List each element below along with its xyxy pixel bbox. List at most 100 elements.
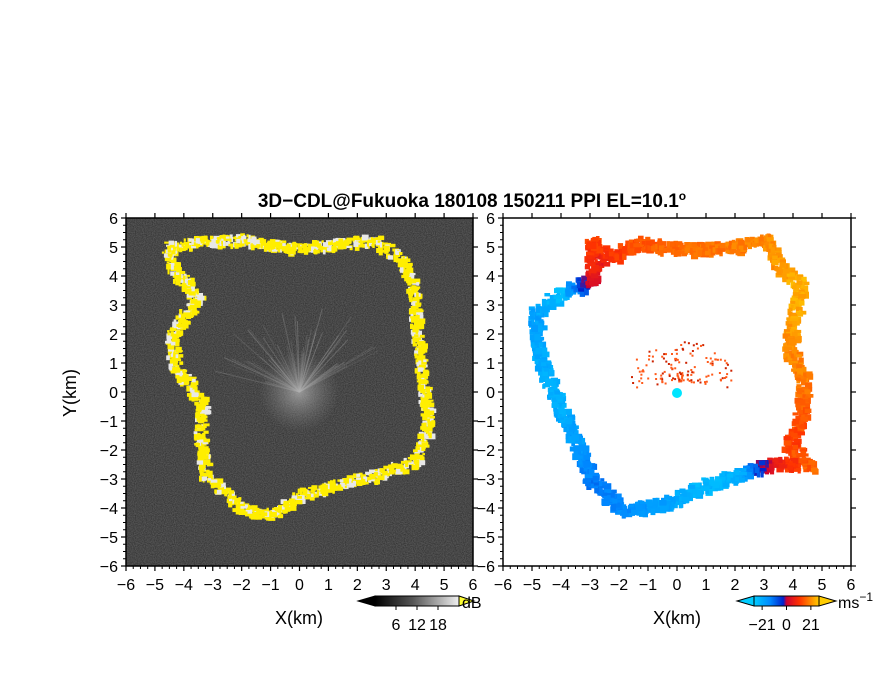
reflectivity-echo-cell [174,342,180,347]
reflectivity-echo-cell [190,298,198,304]
velocity-echo-cell [787,465,794,470]
velocity-echo-cell [786,273,790,277]
reflectivity-y-axis-label: Y(km) [60,369,80,417]
clutter-speck [670,363,673,366]
velocity-echo-cell [799,367,807,371]
velocity-ticks: −6 −5 −4 −3 −2 −1 0 1 2 3 4 5 6 6 5 4 3 2 1 0 −1 −2 −3 −4 −5 −6 [477,211,856,594]
velocity-echo-cell [595,254,601,259]
velocity-echo-cell [661,497,665,502]
clutter-speck [695,342,698,345]
clutter-speck [675,348,678,351]
reflectivity-echo-cell [234,243,239,249]
reflectivity-echo-cell [223,240,226,247]
reflectivity-echo-cell [417,309,424,312]
clutter-speck [661,378,664,381]
y-tick-label: −2 [100,443,118,460]
velocity-echo-cell [630,249,636,253]
reflectivity-echo-cell [416,442,419,446]
reflectivity-echo-cell [282,509,286,514]
velocity-echo-cell [652,507,660,514]
reflectivity-echo-cell [198,464,202,470]
velocity-echo-cell [651,245,658,252]
reflectivity-echo-cell [276,512,280,515]
velocity-echo-cell [772,255,778,260]
reflectivity-echo-cell [166,261,170,264]
clutter-speck [642,370,645,373]
velocity-echo-cell [641,509,646,513]
reflectivity-echo-cell [206,470,213,477]
clutter-speck [730,379,733,382]
reflectivity-echo-cell [219,482,226,487]
reflectivity-echo-cell [371,244,374,247]
velocity-echo-cell [585,263,591,270]
reflectivity-echo-cell [172,366,177,372]
velocity-echo-cell [549,368,554,375]
reflectivity-echo-cell [423,444,430,448]
y-tick-label: −5 [477,530,495,547]
reflectivity-echo-cell [185,274,190,277]
clutter-speck [690,373,693,376]
reflectivity-echo-cell [423,399,428,405]
velocity-echo-cell [792,321,798,326]
velocity-echo-cell [679,245,686,249]
reflectivity-echo-cell [254,239,260,246]
reflectivity-echo-cell [412,338,416,344]
velocity-echo-cell [551,401,560,408]
velocity-echo-cell [659,500,667,506]
velocity-echo-cell [790,318,798,324]
reflectivity-echo-cell [279,247,282,253]
velocity-echo-cell [666,241,671,248]
velocity-echo-cell [726,473,734,478]
velocity-echo-cell [784,466,789,473]
velocity-echo-cell [614,249,622,253]
velocity-echo-cell [791,450,796,455]
reflectivity-echo-cell [194,401,199,406]
y-tick-label: −2 [477,443,495,460]
reflectivity-echo-cell [204,462,208,465]
reflectivity-echo-cell [312,240,318,245]
reflectivity-echo-cell [271,245,276,249]
velocity-echo-cell [805,394,814,398]
reflectivity-echo-cell [289,247,293,253]
reflectivity-echo-cell [413,298,420,302]
y-tick-label: 3 [109,298,118,315]
reflectivity-echo-cell [384,472,390,477]
clutter-speck [641,382,644,384]
velocity-echo-cell [573,437,579,444]
reflectivity-echo-cell [357,480,364,486]
velocity-echo-cell [529,310,534,315]
x-tick-label: 0 [673,577,682,594]
velocity-echo-cell [784,342,790,349]
velocity-echo-cell [621,510,627,518]
velocity-echo-cell [537,337,544,341]
velocity-echo-cell [541,370,548,376]
velocity-echo-cell [687,489,693,493]
y-tick-label: 5 [109,240,118,257]
reflectivity-echo-cell [237,508,242,512]
velocity-echo-cell [673,496,679,502]
velocity-echo-cell [785,448,792,454]
reflectivity-echo-cell [243,239,247,242]
reflectivity-echo-cell [228,501,233,508]
reflectivity-echo-cell [414,353,418,357]
reflectivity-echo-cell [170,366,174,370]
velocity-echo-cell [731,477,740,484]
reflectivity-echo-cell [378,235,385,241]
velocity-echo-cell [703,482,708,489]
velocity-echo-cell [758,468,766,472]
clutter-speck [721,377,724,380]
reflectivity-echo-cell [422,404,429,408]
reflectivity-echo-cell [271,249,278,252]
clutter-speck [676,358,679,361]
velocity-echo-cell [578,462,584,468]
velocity-echo-cell [581,275,588,281]
velocity-echo-cell [796,364,802,369]
velocity-echo-cell [807,464,811,472]
clutter-speck [681,372,684,375]
velocity-echo-cell [551,397,558,402]
reflectivity-echo-cell [323,244,329,247]
reflectivity-echo-cell [230,503,234,506]
reflectivity-echo-cell [204,235,207,238]
reflectivity-echo-cell [178,323,185,328]
velocity-echo-cell [556,393,563,400]
